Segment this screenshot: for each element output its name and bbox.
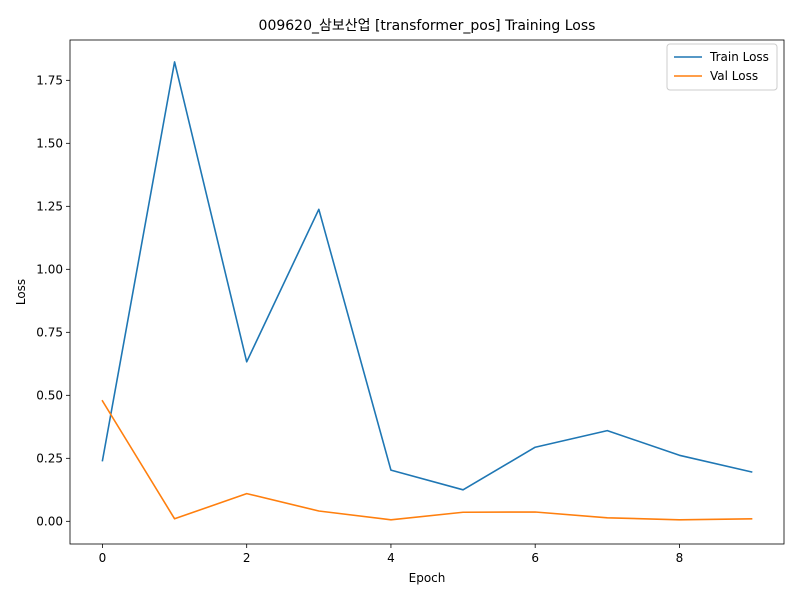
series-line-val-loss — [101, 399, 753, 521]
y-tick-label: 1.00 — [36, 262, 63, 276]
x-tick-label: 4 — [387, 551, 395, 565]
x-tick-label: 8 — [676, 551, 684, 565]
y-tick-label: 1.25 — [36, 199, 63, 213]
x-axis-label: Epoch — [409, 571, 446, 585]
y-tick-label: 1.50 — [36, 136, 63, 150]
legend: Train Loss Val Loss — [666, 43, 778, 91]
chart-title: 009620_삼보산업 [transformer_pos] Training L… — [259, 18, 596, 34]
y-tick-label: 0.50 — [36, 388, 63, 402]
x-axis: 0 2 4 6 8 — [99, 544, 684, 565]
y-tick-label: 0.00 — [36, 514, 63, 528]
y-tick-label: 0.75 — [36, 325, 63, 339]
y-axis: 0.00 0.25 0.50 0.75 1.00 1.25 1.50 1.75 — [36, 73, 70, 528]
plot-frame — [69, 39, 785, 545]
legend-box — [666, 43, 778, 91]
y-tick-label: 1.75 — [36, 73, 63, 87]
x-tick-label: 0 — [99, 551, 107, 565]
y-tick-label: 0.25 — [36, 451, 63, 465]
series-lines — [101, 61, 753, 521]
y-axis-label: Loss — [14, 279, 28, 305]
series-line-train-loss — [101, 61, 753, 491]
legend-label-val-loss: Val Loss — [710, 69, 758, 83]
x-tick-label: 6 — [531, 551, 539, 565]
legend-label-train-loss: Train Loss — [709, 50, 769, 64]
plot-area: 0 2 4 6 8 0.00 0.25 0.50 0.75 1.00 1.25 1.50 1.75 — [36, 39, 785, 565]
x-tick-label: 2 — [243, 551, 251, 565]
